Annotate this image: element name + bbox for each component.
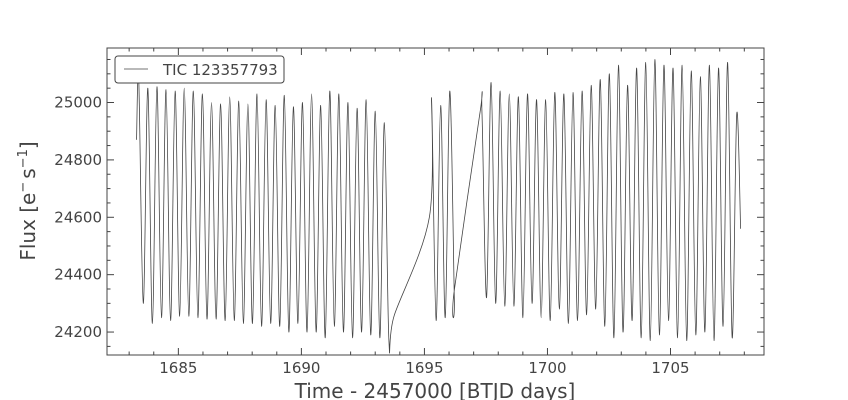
x-tick-label: 1700 <box>528 359 566 377</box>
y-tick-label: 25000 <box>54 94 102 112</box>
y-tick-label: 24200 <box>54 323 102 341</box>
x-tick-label: 1705 <box>651 359 689 377</box>
y-axis-label-sup1: − <box>16 182 31 193</box>
y-axis-label-sup2: −1 <box>16 149 31 168</box>
x-tick-label: 1690 <box>282 359 320 377</box>
y-axis-label-base: Flux [e <box>16 193 40 261</box>
y-tick-label: 24600 <box>54 208 102 226</box>
y-tick-label: 24800 <box>54 151 102 169</box>
y-tick-label: 24400 <box>54 266 102 284</box>
series-group <box>136 59 742 354</box>
tick-labels: 1685 1690 1695 1700 1705 24200 24400 24600 24800… <box>54 94 689 377</box>
y-axis-label-end: ] <box>16 141 40 149</box>
series-line-tic-123357793 <box>136 59 742 354</box>
y-axis-label-mid: s <box>16 168 40 178</box>
axis-ticks <box>107 48 764 355</box>
x-tick-label: 1685 <box>159 359 197 377</box>
legend-box <box>114 55 285 84</box>
plot-area <box>106 47 765 356</box>
x-tick-label: 1695 <box>405 359 443 377</box>
legend: TIC 123357793 <box>114 55 285 84</box>
y-axis-label: Flux [e− s−1] <box>16 141 40 260</box>
x-axis-label: Time - 2457000 [BTJD days] <box>294 379 576 400</box>
legend-label: TIC 123357793 <box>162 61 278 79</box>
